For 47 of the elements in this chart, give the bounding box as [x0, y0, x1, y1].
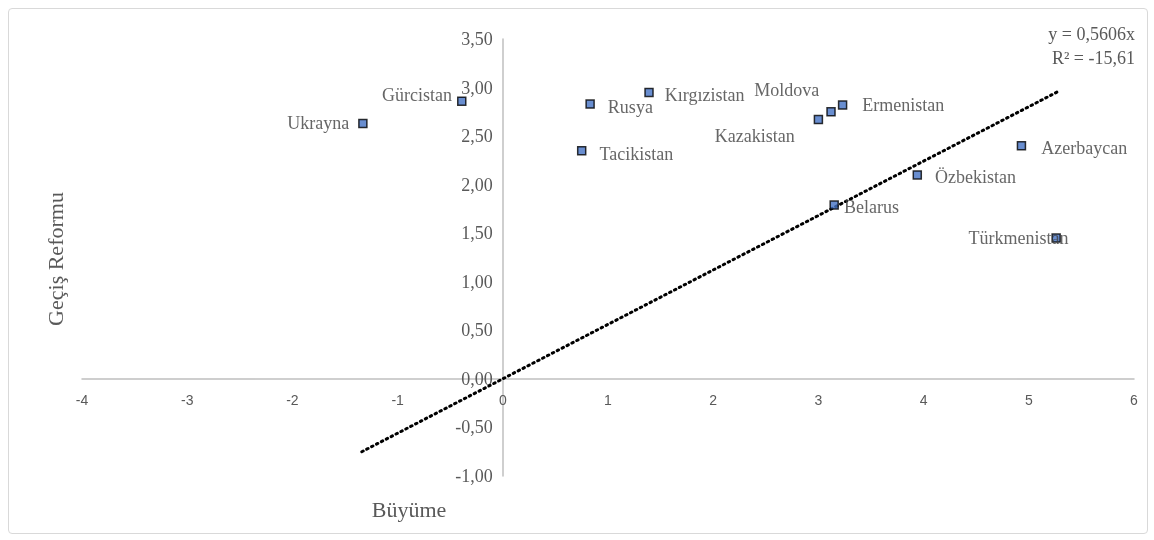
y-axis-title: Geçiş Reformu [42, 192, 68, 326]
y-tick-label: 3,50 [461, 29, 493, 49]
x-tick-label: -4 [75, 391, 89, 408]
x-tick-label: 0 [498, 391, 507, 408]
x-tick-label: -2 [286, 391, 299, 408]
point [826, 107, 836, 117]
x-tick-label: 4 [919, 391, 928, 408]
data-label: Kırgızistan [664, 85, 745, 106]
x-tick-label: -3 [180, 391, 194, 408]
x-tick-label: 3 [814, 391, 823, 408]
x-axis-title: Büyüme [371, 496, 447, 522]
data-label: Ukrayna [287, 113, 350, 134]
y-tick-label: 3,00 [461, 77, 493, 98]
data-label: Rusya [607, 97, 653, 118]
annotation: y = 0,5606x [1048, 24, 1135, 44]
x-tick-label: 5 [1024, 391, 1033, 408]
point [829, 200, 839, 210]
point [358, 118, 368, 129]
data-label: Özbekistan [935, 166, 1017, 187]
point [912, 170, 923, 180]
y-tick-label: 2,50 [461, 126, 493, 147]
y-tick-label: 1,00 [461, 271, 493, 292]
x-tick-label: -1 [391, 391, 405, 408]
annotation: R² = -15,61 [1051, 48, 1135, 68]
y-tick-label: -1,00 [455, 466, 493, 486]
point [585, 99, 595, 109]
y-tick-label: 0,00 [461, 368, 493, 389]
y-tick-label: 1,50 [461, 223, 493, 244]
point [576, 145, 587, 156]
data-label: Gürcistan [382, 85, 453, 106]
y-tick-label: -0,50 [455, 417, 493, 438]
data-label: Belarus [843, 197, 899, 218]
y-tick-label: 0,50 [461, 320, 493, 341]
data-label: Moldova [754, 79, 820, 100]
point [1016, 141, 1027, 151]
data-label: Azerbaycan [1041, 137, 1128, 158]
data-label: Tacikistan [599, 143, 674, 164]
x-tick-label: 1 [604, 391, 613, 408]
data-label: Ermenistan [862, 95, 945, 116]
x-tick-label: 2 [709, 391, 718, 408]
point [813, 114, 824, 125]
point [644, 87, 654, 98]
point [457, 96, 467, 106]
point [837, 100, 848, 110]
data-label: Kazakistan [714, 125, 795, 146]
x-tick-label: 6 [1130, 391, 1139, 408]
y-tick-label: 2,00 [461, 174, 493, 195]
